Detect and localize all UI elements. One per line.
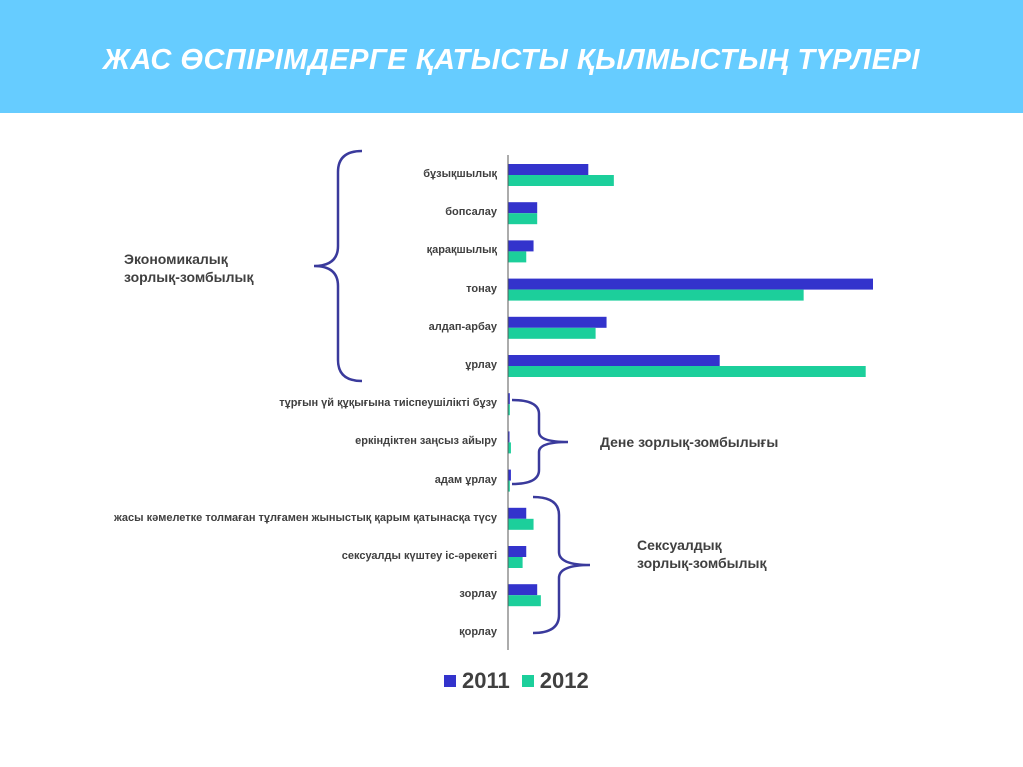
- header-banner: ЖАС ӨСПІРІМДЕРГЕ ҚАТЫСТЫ ҚЫЛМЫСТЫҢ ТҮРЛЕ…: [0, 0, 1023, 113]
- bar-2012-4: [508, 327, 596, 339]
- legend-item-2011: 2011: [444, 668, 510, 694]
- legend-swatch-2011: [444, 675, 456, 687]
- bar-2011-1: [508, 202, 538, 214]
- legend-label-2012: 2012: [539, 668, 589, 693]
- bar-2012-9: [508, 518, 534, 530]
- legend-swatch-2012: [521, 675, 534, 687]
- bar-2011-4: [508, 316, 607, 328]
- bar-2011-3: [508, 278, 873, 290]
- category-label-9: жасы кәмелетке толмаған тұлғамен жынысты…: [113, 511, 497, 524]
- legend-label-2011: 2011: [462, 668, 510, 693]
- bar-2012-6: [508, 404, 510, 416]
- bar-2012-3: [508, 289, 804, 301]
- category-label-0: бұзықшылық: [423, 168, 497, 180]
- category-label-2: қарақшылық: [426, 244, 497, 257]
- legend: 2011 2012: [444, 668, 601, 694]
- group-label-physical: Дене зорлық-зомбылығы: [600, 434, 779, 450]
- group-label-economic: Экономикалық зорлық-зомбылық: [124, 251, 254, 285]
- bar-2012-5: [508, 366, 866, 377]
- bar-2011-2: [508, 240, 534, 252]
- category-label-7: еркіндіктен заңсыз айыру: [355, 435, 497, 448]
- bar-2011-0: [508, 164, 589, 175]
- bar-2011-8: [508, 469, 511, 481]
- category-label-11: зорлау: [459, 588, 497, 601]
- bar-2011-5: [508, 355, 720, 366]
- brace-physical: [511, 398, 569, 486]
- category-label-8: адам ұрлау: [434, 473, 497, 486]
- bar-2011-10: [508, 546, 527, 557]
- bar-2012-0: [508, 175, 614, 186]
- legend-item-2012: 2012: [521, 668, 589, 694]
- group-label-sexual: Сексуалдық зорлық-зомбылық: [637, 537, 767, 571]
- brace-sexual: [532, 495, 591, 635]
- brace-economic: [313, 149, 363, 383]
- page-title: ЖАС ӨСПІРІМДЕРГЕ ҚАТЫСТЫ ҚЫЛМЫСТЫҢ ТҮРЛЕ…: [103, 44, 920, 76]
- category-label-10: сексуалды күштеу іс-әрекеті: [341, 550, 497, 562]
- bar-2012-10: [508, 557, 523, 568]
- bar-2012-8: [508, 480, 510, 492]
- category-label-1: бопсалау: [445, 206, 497, 219]
- category-label-5: ұрлау: [465, 359, 497, 371]
- bar-2012-1: [508, 213, 538, 225]
- category-label-12: қорлау: [459, 626, 497, 639]
- category-label-4: алдап-арбау: [428, 320, 497, 333]
- bar-2011-7: [508, 431, 510, 443]
- category-label-3: тонау: [466, 282, 497, 295]
- bar-2011-11: [508, 584, 538, 596]
- bar-2011-6: [508, 393, 510, 405]
- bar-2011-9: [508, 507, 527, 519]
- bar-2012-7: [508, 442, 511, 454]
- category-label-6: тұрғын үй құқығына тиіспеушілікті бұзу: [279, 397, 497, 410]
- bar-2012-2: [508, 251, 527, 263]
- bar-2012-11: [508, 595, 541, 607]
